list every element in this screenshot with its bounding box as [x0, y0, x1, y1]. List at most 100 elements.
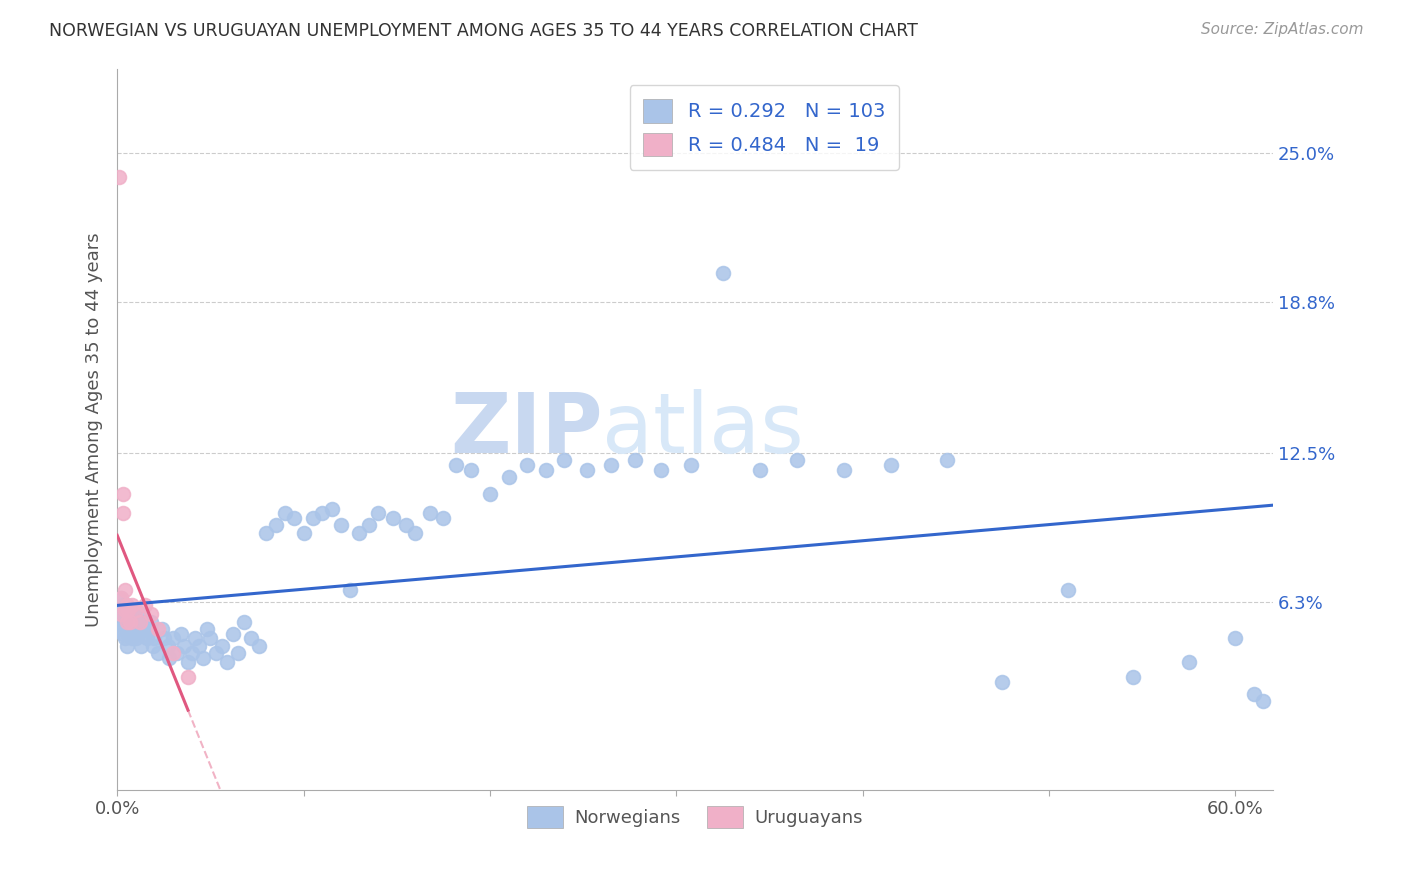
Legend: Norwegians, Uruguayans: Norwegians, Uruguayans	[520, 798, 870, 835]
Point	[222, 626, 245, 640]
Point	[121, 632, 143, 646]
Point	[115, 639, 138, 653]
Point	[232, 615, 254, 629]
Point	[195, 622, 218, 636]
Point	[127, 626, 149, 640]
Point	[498, 470, 520, 484]
Point	[419, 507, 441, 521]
Point	[121, 615, 143, 629]
Point	[115, 598, 138, 612]
Point	[128, 622, 150, 636]
Point	[114, 583, 136, 598]
Point	[110, 591, 132, 605]
Point	[110, 622, 132, 636]
Point	[121, 598, 143, 612]
Point	[191, 650, 214, 665]
Point	[128, 615, 150, 629]
Point	[600, 458, 623, 473]
Point	[114, 602, 136, 616]
Point	[139, 615, 162, 629]
Point	[117, 602, 139, 616]
Point	[120, 615, 142, 629]
Point	[832, 463, 855, 477]
Point	[156, 639, 179, 653]
Point	[460, 463, 482, 477]
Point	[935, 453, 957, 467]
Point	[228, 646, 250, 660]
Text: Source: ZipAtlas.com: Source: ZipAtlas.com	[1201, 22, 1364, 37]
Point	[188, 639, 211, 653]
Point	[120, 607, 142, 622]
Point	[211, 639, 233, 653]
Point	[122, 602, 145, 616]
Point	[134, 626, 156, 640]
Point	[650, 463, 672, 477]
Point	[177, 656, 200, 670]
Point	[111, 507, 134, 521]
Point	[321, 501, 343, 516]
Point	[339, 583, 361, 598]
Point	[143, 632, 166, 646]
Point	[516, 458, 538, 473]
Point	[432, 511, 454, 525]
Point	[205, 646, 228, 660]
Point	[1122, 670, 1144, 684]
Point	[553, 453, 575, 467]
Point	[1178, 656, 1201, 670]
Point	[122, 622, 145, 636]
Text: atlas: atlas	[603, 389, 804, 470]
Point	[624, 453, 647, 467]
Point	[1253, 694, 1275, 708]
Point	[125, 602, 148, 616]
Point	[173, 639, 195, 653]
Point	[117, 626, 139, 640]
Point	[329, 518, 352, 533]
Point	[142, 639, 165, 653]
Point	[131, 639, 153, 653]
Point	[1056, 583, 1078, 598]
Point	[749, 463, 772, 477]
Point	[132, 615, 155, 629]
Point	[177, 670, 200, 684]
Point	[111, 626, 134, 640]
Point	[108, 169, 131, 184]
Point	[367, 507, 389, 521]
Point	[254, 525, 277, 540]
Point	[166, 646, 188, 660]
Point	[991, 674, 1014, 689]
Point	[184, 632, 207, 646]
Point	[110, 607, 132, 622]
Point	[446, 458, 468, 473]
Point	[148, 646, 170, 660]
Point	[292, 525, 315, 540]
Text: NORWEGIAN VS URUGUAYAN UNEMPLOYMENT AMONG AGES 35 TO 44 YEARS CORRELATION CHART: NORWEGIAN VS URUGUAYAN UNEMPLOYMENT AMON…	[49, 22, 918, 40]
Point	[117, 602, 139, 616]
Point	[108, 615, 131, 629]
Point	[115, 622, 138, 636]
Point	[120, 619, 142, 633]
Point	[114, 632, 136, 646]
Point	[157, 650, 180, 665]
Point	[162, 632, 184, 646]
Point	[357, 518, 380, 533]
Point	[395, 518, 418, 533]
Point	[115, 607, 138, 622]
Point	[138, 622, 160, 636]
Point	[217, 656, 239, 670]
Point	[240, 632, 263, 646]
Point	[786, 453, 808, 467]
Point	[114, 615, 136, 629]
Point	[110, 591, 132, 605]
Point	[169, 626, 191, 640]
Text: ZIP: ZIP	[450, 389, 603, 470]
Point	[1243, 687, 1265, 701]
Point	[111, 607, 134, 622]
Point	[264, 518, 287, 533]
Point	[125, 615, 148, 629]
Point	[111, 487, 134, 501]
Point	[302, 511, 325, 525]
Point	[148, 622, 170, 636]
Point	[575, 463, 598, 477]
Point	[150, 622, 173, 636]
Point	[139, 607, 162, 622]
